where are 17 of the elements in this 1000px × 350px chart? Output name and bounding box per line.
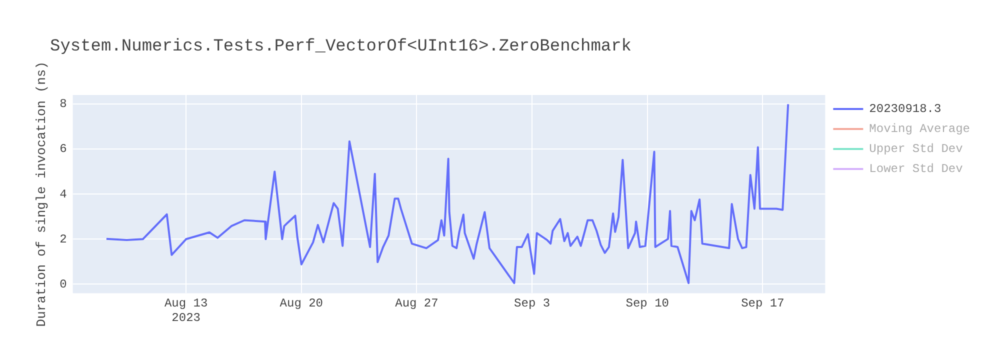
x-tick-label: Sep 3	[514, 296, 550, 311]
x-tick-label: Aug 13 2023	[164, 296, 208, 325]
y-tick-label: 4	[60, 187, 67, 202]
legend-label: Upper Std Dev	[869, 142, 963, 156]
y-tick-label: 6	[60, 142, 67, 156]
y-tick-label: 8	[60, 97, 67, 112]
x-tick-label: Sep 10	[626, 296, 669, 311]
x-tick-label: Sep 17	[741, 296, 784, 311]
legend-label: 20230918.3	[869, 102, 942, 116]
x-tick-label: Aug 20	[280, 296, 324, 311]
legend-label: Lower Std Dev	[869, 162, 963, 176]
x-tick-label: Aug 27	[395, 296, 438, 311]
chart-title: System.Numerics.Tests.Perf_VectorOf<UInt16>.ZeroBenchmark	[50, 38, 632, 56]
legend-label: Moving Average	[869, 122, 970, 136]
y-axis-title: Duration of single invocation (ns)	[34, 61, 50, 327]
y-tick-label: 0	[60, 277, 67, 292]
y-tick-label: 2	[60, 232, 67, 246]
